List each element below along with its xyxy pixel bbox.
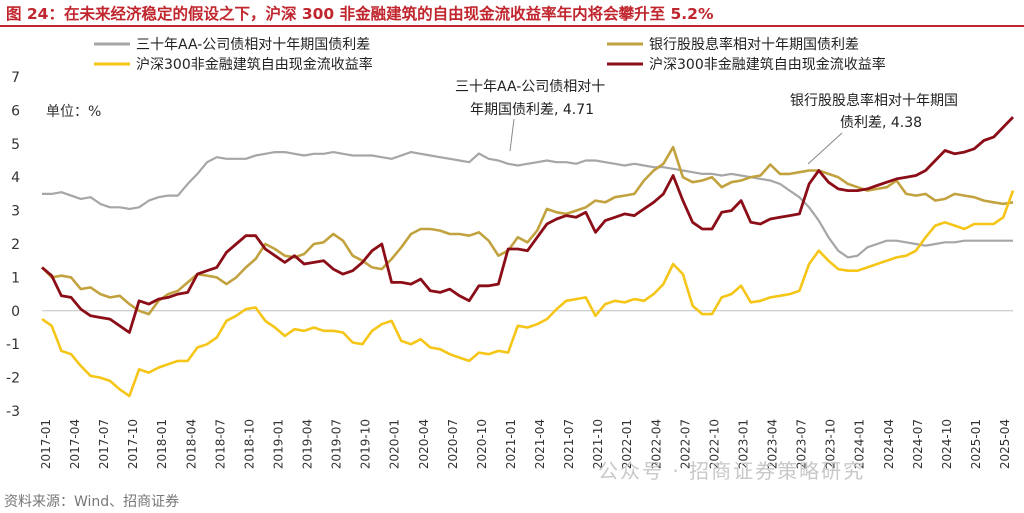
unit-label: 单位：% [46,104,101,120]
y-tick-label: 5 [11,137,20,153]
annotation-1-line1: 三十年AA-公司债相对十 [455,79,605,95]
source-note: 资料来源：Wind、招商证券 [4,494,180,510]
x-tick-label: 2018-01 [155,419,169,469]
series-line-fcf-yield-yellow [41,190,1015,398]
x-tick-label: 2023-07 [795,419,809,469]
series-line-corp-bond-spread [42,150,1013,259]
legend: 三十年AA-公司债相对十年期国债利差 银行股股息率相对十年期国债利差 沪深300… [94,36,886,73]
x-tick-label: 2024-04 [882,419,896,469]
x-tick-label: 2021-07 [562,419,576,469]
annotation-1-line2: 年期国债利差, 4.71 [470,102,594,118]
y-tick-label: 4 [11,170,20,186]
x-tick-label: 2022-04 [649,419,663,469]
annotation-corp-bond: 三十年AA-公司债相对十 年期国债利差, 4.71 [455,79,605,152]
series-layer [41,116,1015,398]
title-divider [0,25,1024,27]
y-tick-label: -3 [6,404,20,420]
x-tick-label: 2018-04 [184,419,198,469]
x-tick-label: 2021-10 [591,419,605,469]
x-tick-label: 2019-04 [301,419,315,469]
x-tick-label: 2022-01 [620,419,634,469]
y-tick-label: 3 [11,204,20,220]
x-tick-label: 2018-07 [213,419,227,469]
y-tick-label: 2 [11,237,20,253]
legend-label-2: 银行股股息率相对十年期国债利差 [649,36,859,53]
x-tick-label: 2024-01 [853,419,867,469]
x-tick-label: 2019-07 [330,419,344,469]
x-tick-label: 2024-07 [911,419,925,469]
y-tick-label: 6 [11,103,20,119]
y-tick-label: 0 [11,304,20,320]
annotation-2-leader [807,132,843,165]
annotation-1-leader [509,118,515,152]
x-tick-label: 2021-01 [504,419,518,469]
watermark: 公众号 · 招商证券策略研究 [598,459,866,483]
chart-axes: -3 -2 -1 0 1 2 3 4 5 6 7 2017-01 2017-04 2017-07 2017-… [6,70,1013,469]
x-tick-label: 2024-10 [940,419,954,469]
annotation-2-line2: 债利差, 4.38 [840,115,922,131]
x-tick-label: 2020-04 [417,419,431,469]
x-tick-label: 2022-10 [707,419,721,469]
legend-label-4: 沪深300非金融建筑自由现金流收益率 [649,56,886,73]
x-tick-label: 2019-10 [359,419,373,469]
x-tick-label: 2020-01 [388,419,402,469]
x-tick-label: 2017-07 [97,419,111,469]
series-line-fcf-yield-darkred [41,116,1015,334]
x-tick-label: 2017-04 [68,419,82,469]
legend-label-1: 三十年AA-公司债相对十年期国债利差 [136,37,370,53]
x-tick-label: 2021-04 [533,419,547,469]
y-tick-label: 1 [11,270,20,286]
line-chart: -3 -2 -1 0 1 2 3 4 5 6 7 2017-01 2017-04 2017-07 2017-… [6,36,1015,469]
x-tick-label: 2023-10 [824,419,838,469]
x-tick-label: 2019-01 [271,419,285,469]
legend-label-3: 沪深300非金融建筑自由现金流收益率 [136,56,373,73]
y-tick-label: 7 [11,70,20,86]
x-tick-label: 2020-07 [446,419,460,469]
y-tick-label: -1 [6,337,20,353]
x-tick-label: 2025-04 [998,419,1012,469]
x-tick-label: 2018-10 [242,419,256,469]
x-tick-label: 2017-10 [126,419,140,469]
y-tick-label: -2 [6,371,20,387]
annotation-bank-dividend: 银行股股息率相对十年期国 债利差, 4.38 [790,92,958,165]
series-line-bank-dividend-spread [41,145,1014,316]
x-tick-label: 2017-01 [39,419,53,469]
x-tick-label: 2023-01 [736,419,750,469]
x-tick-label: 2020-10 [475,419,489,469]
annotation-2-line1: 银行股股息率相对十年期国 [790,92,958,109]
x-tick-label: 2023-04 [766,419,780,469]
x-tick-label: 2025-01 [969,419,983,469]
page-title: 图 24：在未来经济稳定的假设之下，沪深 300 非金融建筑的自由现金流收益率年… [6,5,714,23]
x-tick-label: 2022-07 [678,419,692,469]
